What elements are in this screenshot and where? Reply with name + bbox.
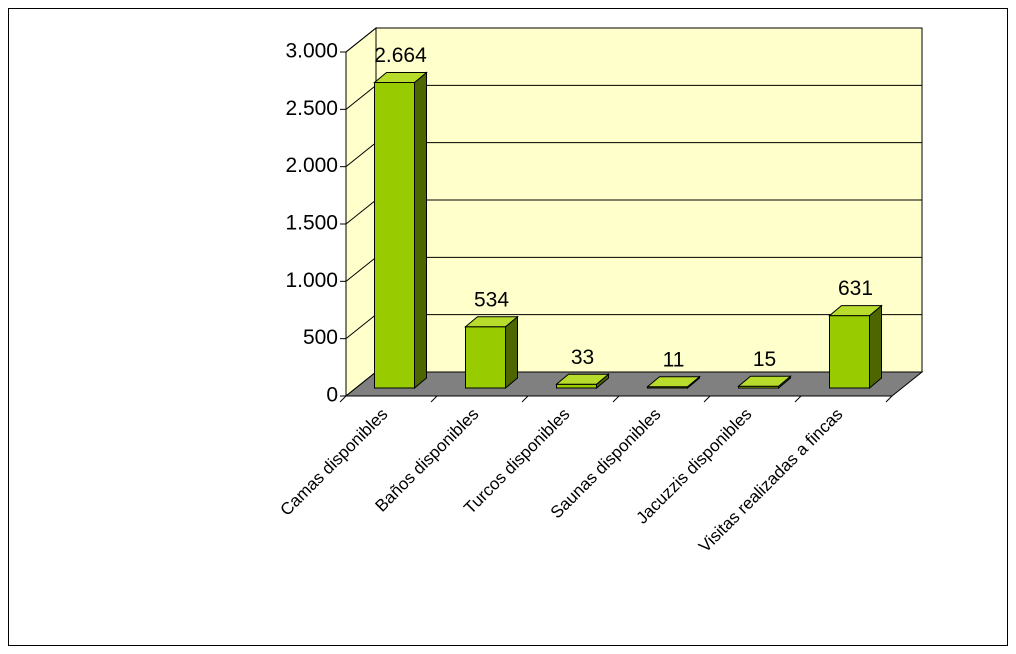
x-tick [430,395,438,403]
value-label: 11 [663,348,685,371]
bar-front [465,326,506,389]
bar-top [646,376,701,388]
bar-top [737,375,792,387]
bar-top [373,72,428,84]
bar-top [555,373,610,385]
value-label: 2.664 [374,44,427,67]
x-tick [885,395,893,403]
x-tick [521,395,529,403]
bar-front [829,315,870,389]
value-label: 631 [838,277,873,300]
y-tick-label: 1.500 [285,212,338,235]
bar-side [869,304,882,390]
y-tick-label: 2.500 [285,97,338,120]
value-label: 534 [474,288,509,311]
grid-line [345,27,922,53]
bar [555,373,610,390]
y-tick-label: 0 [326,384,338,407]
value-label: 15 [753,348,776,371]
bar-front [374,82,415,389]
x-tick [703,395,711,403]
bar [464,315,519,390]
y-tick-label: 3.000 [285,40,338,63]
x-tick [612,395,620,403]
bar-top [828,305,883,317]
y-tick-label: 2.000 [285,154,338,177]
value-label: 33 [571,346,594,369]
bar [828,304,883,390]
y-tick-label: 500 [303,326,338,349]
bar [737,375,792,390]
x-tick [794,395,802,403]
bar-side [505,315,518,390]
bar [646,375,701,390]
bar [373,71,428,390]
bar-top [464,316,519,328]
bar-front [556,383,597,389]
y-tick-label: 1.000 [285,269,338,292]
bar-side [414,71,427,390]
x-tick [339,395,347,403]
